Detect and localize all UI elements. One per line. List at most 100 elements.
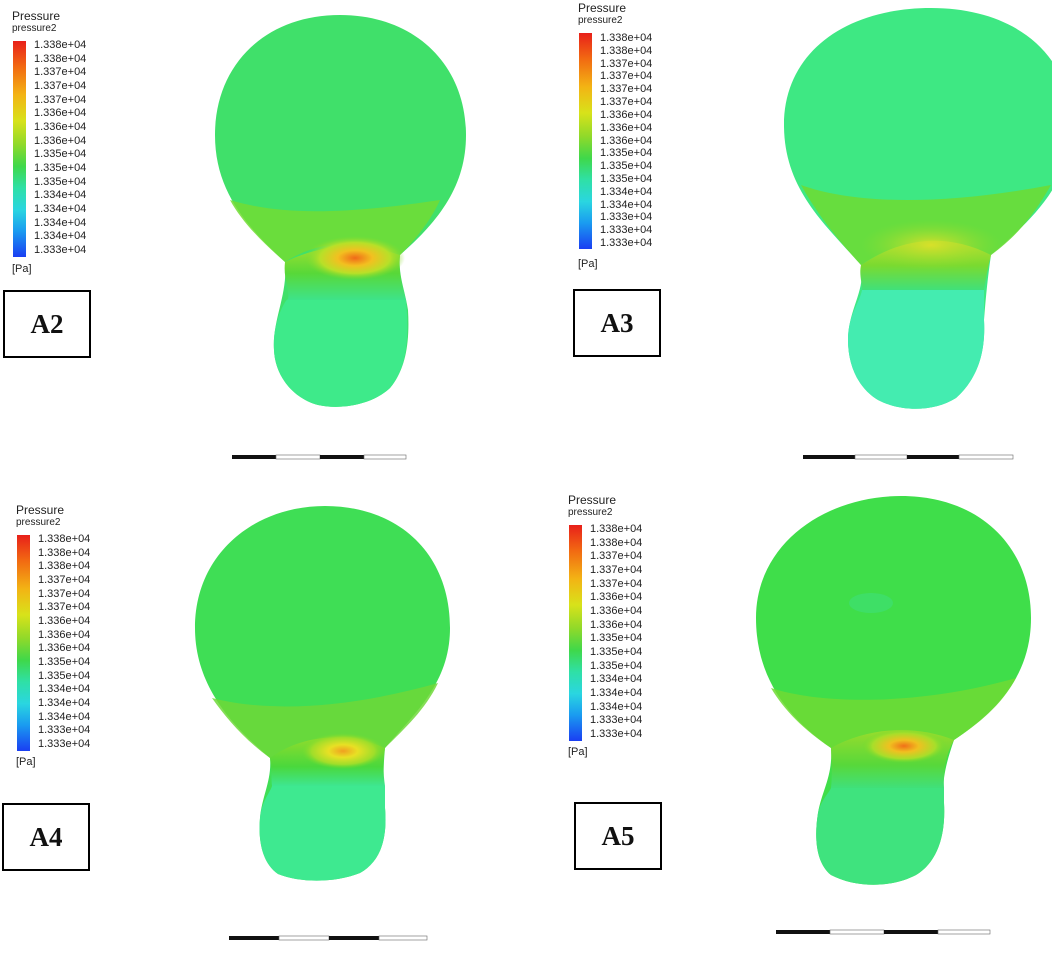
tick-label: 1.333e+04 bbox=[600, 237, 653, 249]
panel-label-box: A3 bbox=[573, 289, 661, 357]
colorbar bbox=[569, 525, 582, 741]
tick-label: 1.334e+04 bbox=[590, 700, 643, 713]
tick-label: 1.335e+04 bbox=[600, 172, 653, 185]
tick-label: 1.335e+04 bbox=[590, 632, 643, 645]
scale-bar bbox=[776, 929, 991, 935]
tick-label: 1.336e+04 bbox=[34, 120, 87, 133]
pressure-hotspot bbox=[305, 236, 405, 280]
panel-a5: Pressure pressure2 1.338e+04 1.338e+04 1… bbox=[526, 478, 1052, 957]
tick-label: 1.338e+04 bbox=[590, 523, 643, 535]
tick-label: 1.337e+04 bbox=[34, 79, 87, 92]
gradient-band bbox=[212, 683, 438, 758]
tick-label: 1.336e+04 bbox=[590, 591, 643, 604]
legend-title: Pressure bbox=[16, 503, 65, 517]
pressure-hotspot bbox=[301, 733, 385, 769]
tick-label: 1.335e+04 bbox=[590, 659, 643, 672]
tick-label: 1.336e+04 bbox=[38, 642, 91, 655]
tick-label: 1.338e+04 bbox=[600, 32, 653, 44]
tick-label: 1.335e+04 bbox=[600, 160, 653, 173]
tick-label: 1.334e+04 bbox=[34, 202, 87, 215]
scale-bar bbox=[803, 454, 1014, 460]
tick-label: 1.334e+04 bbox=[38, 710, 91, 723]
pressure-hotspot bbox=[861, 220, 1001, 270]
colorbar bbox=[17, 535, 30, 751]
tick-label: 1.334e+04 bbox=[600, 185, 653, 198]
tick-label: 1.337e+04 bbox=[590, 550, 643, 563]
legend-unit: [Pa] bbox=[578, 258, 598, 270]
tick-label: 1.333e+04 bbox=[38, 737, 91, 750]
tick-label: 1.334e+04 bbox=[38, 683, 91, 696]
tick-label: 1.337e+04 bbox=[38, 601, 91, 614]
colorbar-ticks: 1.338e+04 1.338e+04 1.337e+04 1.337e+04 … bbox=[600, 33, 652, 249]
legend-title: Pressure bbox=[568, 493, 617, 507]
colorbar-ticks: 1.338e+04 1.338e+04 1.337e+04 1.337e+04 … bbox=[34, 40, 86, 256]
colorbar-ticks: 1.338e+04 1.338e+04 1.337e+04 1.337e+04 … bbox=[590, 524, 642, 740]
tick-label: 1.338e+04 bbox=[34, 39, 87, 51]
legend-subtitle: pressure2 bbox=[12, 23, 57, 34]
panel-label-box: A2 bbox=[3, 290, 91, 358]
tick-label: 1.333e+04 bbox=[600, 211, 653, 224]
legend-subtitle: pressure2 bbox=[578, 15, 623, 26]
tick-label: 1.335e+04 bbox=[590, 645, 643, 658]
tick-label: 1.337e+04 bbox=[38, 573, 91, 586]
tick-label: 1.337e+04 bbox=[600, 57, 653, 70]
tick-label: 1.336e+04 bbox=[600, 108, 653, 121]
panel-label: A3 bbox=[600, 307, 634, 338]
low-pressure-spot bbox=[849, 593, 893, 613]
tick-label: 1.337e+04 bbox=[590, 577, 643, 590]
lower-bulb bbox=[816, 788, 945, 885]
tick-label: 1.335e+04 bbox=[600, 147, 653, 160]
tick-label: 1.335e+04 bbox=[38, 655, 91, 668]
bulb-body bbox=[756, 496, 1031, 885]
tick-label: 1.334e+04 bbox=[590, 686, 643, 699]
colorbar bbox=[13, 41, 26, 257]
panel-a3: Pressure pressure2 1.338e+04 1.338e+04 1… bbox=[526, 0, 1052, 478]
tick-label: 1.338e+04 bbox=[38, 533, 91, 545]
tick-label: 1.333e+04 bbox=[34, 243, 87, 256]
tick-label: 1.336e+04 bbox=[600, 134, 653, 147]
tick-label: 1.337e+04 bbox=[600, 96, 653, 109]
pressure-contour-bulb bbox=[784, 8, 1052, 409]
pressure-contour-bulb bbox=[215, 15, 466, 407]
pressure-contour-bulb bbox=[756, 496, 1031, 885]
tick-label: 1.334e+04 bbox=[34, 189, 87, 202]
tick-label: 1.334e+04 bbox=[600, 198, 653, 211]
tick-label: 1.334e+04 bbox=[34, 216, 87, 229]
tick-label: 1.335e+04 bbox=[34, 161, 87, 174]
legend-unit: [Pa] bbox=[568, 746, 588, 758]
legend-title: Pressure bbox=[12, 9, 61, 23]
tick-label: 1.333e+04 bbox=[590, 714, 643, 727]
tick-label: 1.338e+04 bbox=[590, 536, 643, 549]
tick-label: 1.337e+04 bbox=[590, 563, 643, 576]
tick-label: 1.336e+04 bbox=[34, 134, 87, 147]
tick-label: 1.335e+04 bbox=[34, 148, 87, 161]
scale-bar bbox=[229, 935, 428, 941]
panel-label: A4 bbox=[29, 821, 63, 852]
tick-label: 1.333e+04 bbox=[38, 724, 91, 737]
panel-a2: Pressure pressure2 1.338e+04 1.338e+04 1… bbox=[0, 0, 526, 478]
tick-label: 1.337e+04 bbox=[38, 587, 91, 600]
lower-bulb bbox=[273, 299, 408, 407]
tick-label: 1.334e+04 bbox=[34, 230, 87, 243]
panel-label: A5 bbox=[601, 820, 635, 851]
tick-label: 1.334e+04 bbox=[590, 673, 643, 686]
legend-subtitle: pressure2 bbox=[568, 507, 613, 518]
tick-label: 1.336e+04 bbox=[590, 618, 643, 631]
tick-label: 1.336e+04 bbox=[600, 121, 653, 134]
tick-label: 1.335e+04 bbox=[34, 175, 87, 188]
panel-a4: Pressure pressure2 1.338e+04 1.338e+04 1… bbox=[0, 478, 526, 957]
tick-label: 1.338e+04 bbox=[34, 52, 87, 65]
tick-label: 1.338e+04 bbox=[600, 44, 653, 57]
tick-label: 1.334e+04 bbox=[38, 696, 91, 709]
lower-bulb bbox=[848, 290, 985, 409]
tick-label: 1.333e+04 bbox=[600, 224, 653, 237]
tick-label: 1.336e+04 bbox=[34, 107, 87, 120]
legend-unit: [Pa] bbox=[12, 263, 32, 275]
tick-label: 1.333e+04 bbox=[590, 727, 643, 740]
panel-label-box: A5 bbox=[574, 802, 662, 870]
tick-label: 1.336e+04 bbox=[38, 628, 91, 641]
legend-unit: [Pa] bbox=[16, 756, 36, 768]
gradient-band bbox=[771, 678, 1016, 748]
panel-label-box: A4 bbox=[2, 803, 90, 871]
pressure-contour-bulb bbox=[195, 506, 450, 881]
